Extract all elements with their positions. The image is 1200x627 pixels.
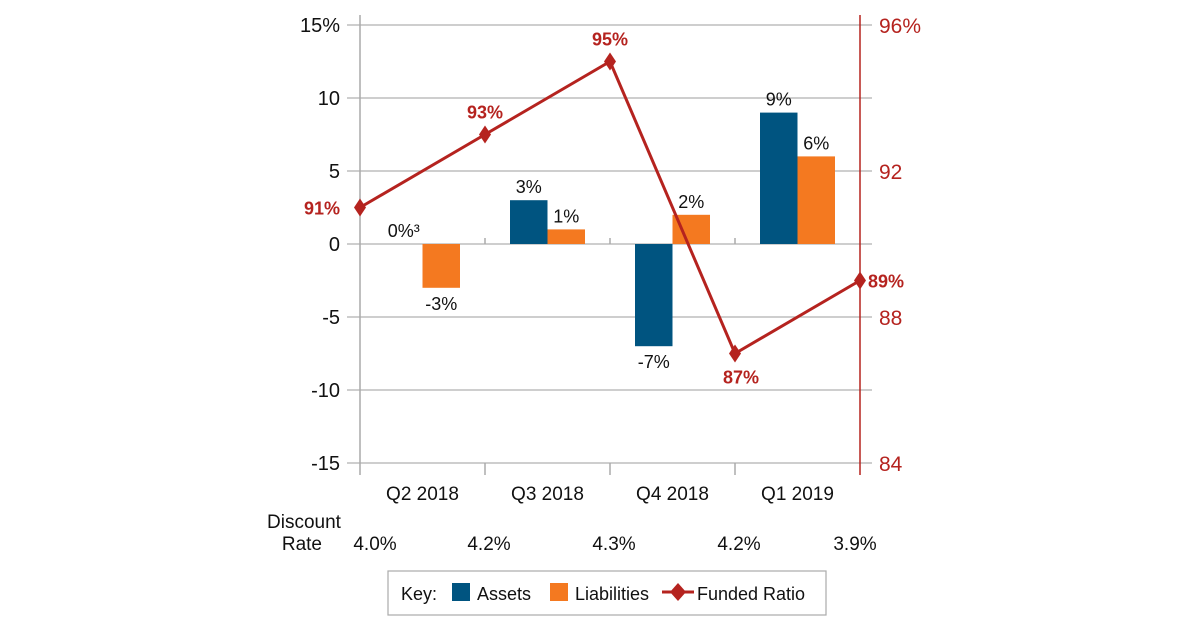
right-tick-label: 88 <box>879 307 902 330</box>
assets-bar <box>760 112 798 244</box>
assets-bar <box>635 244 673 347</box>
legend-key-label: Key: <box>401 584 437 604</box>
legend: Key: Assets Liabilities Funded Ratio <box>387 570 827 616</box>
legend-assets-swatch <box>452 583 470 601</box>
liabilities-bar <box>422 244 460 288</box>
funded-ratio-marker <box>729 344 741 363</box>
funded-ratio-label: 93% <box>467 103 503 123</box>
bars <box>422 112 835 347</box>
left-tick-label: 0 <box>329 234 340 256</box>
liabilities-data-label: 6% <box>803 133 829 153</box>
category-label: Q4 2018 <box>636 484 709 505</box>
discount-label-line2: Rate <box>282 534 322 555</box>
axes <box>359 15 861 475</box>
category-label: Q2 2018 <box>386 484 459 505</box>
funded-ratio-line <box>354 52 866 363</box>
funded-ratio-marker <box>854 271 866 290</box>
liabilities-bar <box>547 229 585 244</box>
liabilities-data-label: 1% <box>553 206 579 226</box>
left-tick-label: -5 <box>322 307 340 329</box>
labels: 15% 10 5 0 -5 -10 -15 96% 92 88 84 Q2 2018 Q3 2018 Q4… <box>300 15 921 555</box>
left-tick-label: 5 <box>329 161 340 183</box>
discount-label-line1: Discount <box>267 512 342 533</box>
category-label: Q1 2019 <box>761 484 834 505</box>
discount-rate-value: 4.2% <box>467 534 510 555</box>
funded-ratio-marker <box>479 125 491 144</box>
discount-rate-label: Discount Rate <box>267 512 342 555</box>
right-tick-label: 92 <box>879 161 902 184</box>
assets-bar <box>510 200 548 244</box>
discount-rate-value: 3.9% <box>833 534 876 555</box>
funded-ratio-label: 91% <box>304 199 340 219</box>
left-tick-label: -10 <box>311 380 340 402</box>
assets-data-label: 0%³ <box>388 221 420 241</box>
category-label: Q3 2018 <box>511 484 584 505</box>
legend-liabilities-swatch <box>550 583 568 601</box>
liabilities-bar <box>797 156 835 244</box>
left-tick-label: 10 <box>318 88 340 110</box>
legend-liabilities-label: Liabilities <box>575 584 649 604</box>
assets-data-label: -7% <box>638 352 670 372</box>
funded-ratio-marker <box>354 198 366 217</box>
funded-ratio-label: 87% <box>723 368 759 388</box>
assets-data-label: 9% <box>766 90 792 110</box>
assets-data-label: 3% <box>516 177 542 197</box>
legend-assets-label: Assets <box>477 584 531 604</box>
right-tick-label: 96% <box>879 15 921 38</box>
funded-ratio-label: 95% <box>592 30 628 50</box>
left-tick-label: 15% <box>300 15 340 37</box>
legend-box <box>387 570 827 616</box>
liabilities-data-label: 2% <box>678 192 704 212</box>
discount-rate-value: 4.3% <box>592 534 635 555</box>
left-tick-label: -15 <box>311 453 340 475</box>
liabilities-data-label: -3% <box>425 294 457 314</box>
legend-diamond-marker <box>670 583 686 601</box>
right-tick-label: 84 <box>879 453 903 476</box>
funded-ratio-label: 89% <box>868 272 904 292</box>
legend-funded-ratio-label: Funded Ratio <box>697 584 805 604</box>
funded-ratio-marker <box>604 52 616 71</box>
discount-rate-value: 4.2% <box>717 534 760 555</box>
discount-rate-value: 4.0% <box>353 534 396 555</box>
